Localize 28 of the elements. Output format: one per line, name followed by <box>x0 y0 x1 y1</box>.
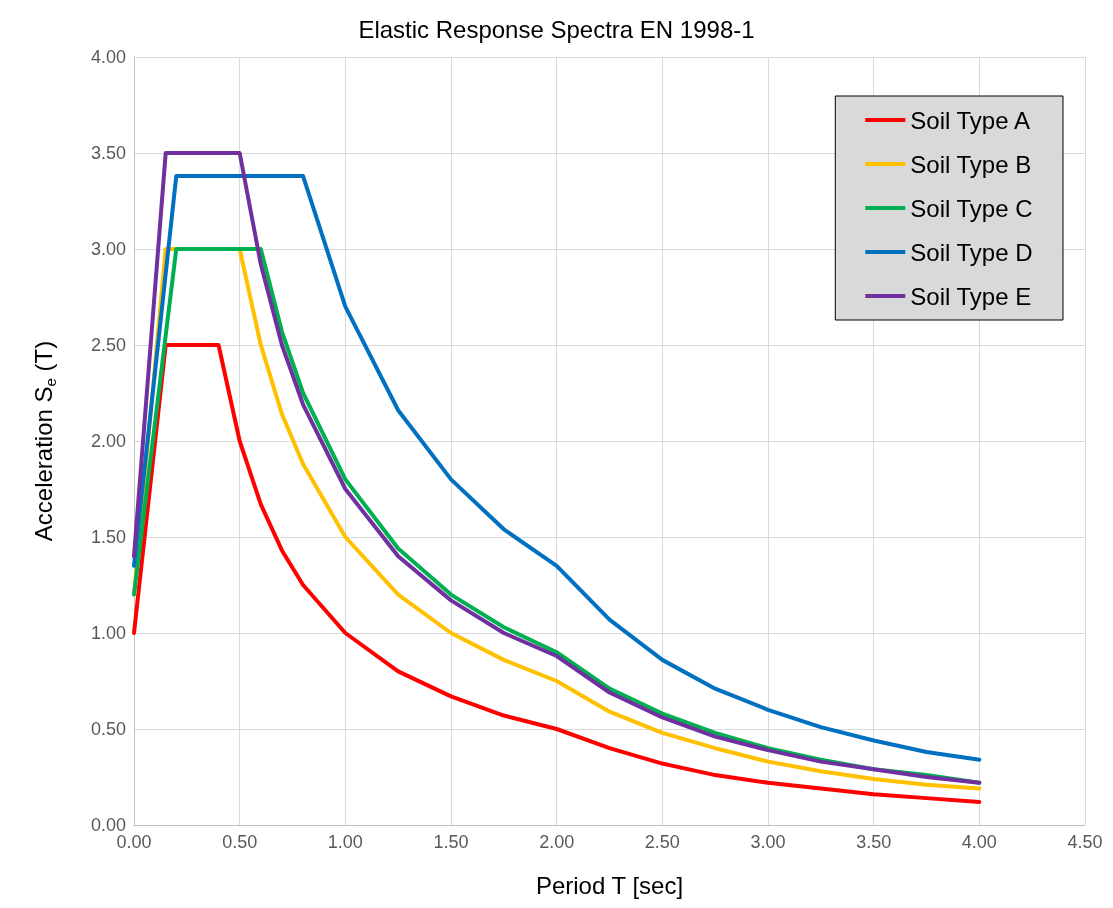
legend-label: Soil Type A <box>910 106 1030 134</box>
x-tick-label: 2.50 <box>644 832 680 852</box>
x-tick-label: 4.50 <box>1067 832 1103 852</box>
x-tick-label: 0.00 <box>116 832 152 852</box>
y-axis-title: Acceleration Se (T) <box>30 340 59 542</box>
y-tick-label: 3.50 <box>90 143 126 163</box>
x-tick-label: 4.00 <box>961 832 997 852</box>
legend-label: Soil Type E <box>910 282 1032 310</box>
line-series <box>132 343 982 804</box>
legend-label: Soil Type B <box>910 150 1032 178</box>
y-tick-label: 1.00 <box>90 623 126 643</box>
legend-label: Soil Type D <box>910 238 1033 266</box>
x-tick-label: 1.00 <box>327 832 363 852</box>
y-tick-label: 0.50 <box>90 719 126 739</box>
x-axis-title: Period T [sec] <box>535 871 684 899</box>
x-tick-label: 1.50 <box>433 832 469 852</box>
x-tick-label: 3.50 <box>856 832 892 852</box>
y-tick-label: 2.00 <box>90 431 126 451</box>
y-tick-label: 0.00 <box>90 815 126 835</box>
y-tick-label: 2.50 <box>90 335 126 355</box>
y-tick-label: 1.50 <box>90 527 126 547</box>
y-tick-label: 3.00 <box>90 239 126 259</box>
x-tick-label: 2.00 <box>539 832 575 852</box>
x-tick-label: 3.00 <box>750 832 786 852</box>
chart-title: Elastic Response Spectra EN 1998-1 <box>358 15 755 43</box>
y-tick-label: 4.00 <box>90 47 126 67</box>
x-tick-label: 0.50 <box>222 832 258 852</box>
legend-label: Soil Type C <box>910 194 1033 222</box>
